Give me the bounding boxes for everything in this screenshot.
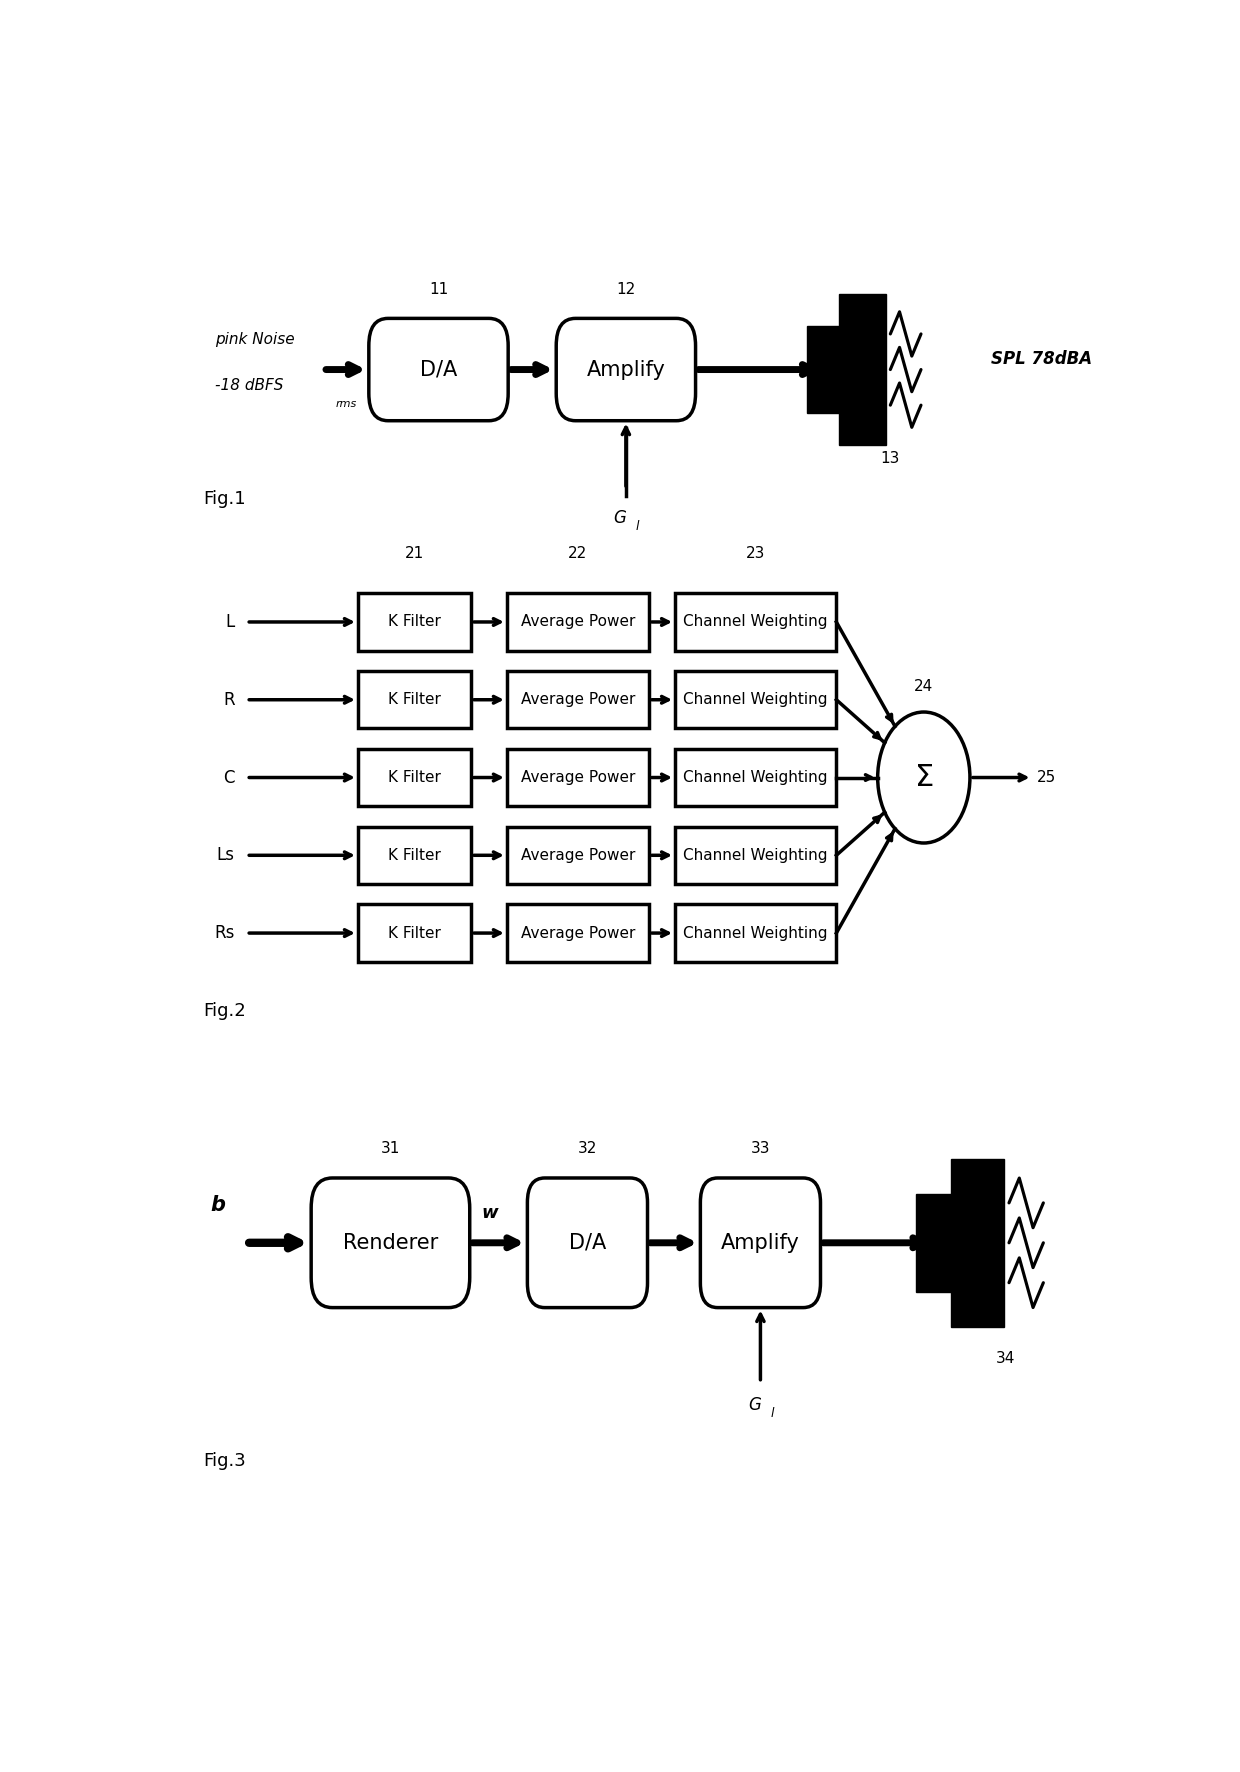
- Text: $\Sigma$: $\Sigma$: [914, 764, 934, 792]
- Bar: [507, 904, 649, 962]
- Bar: [675, 750, 836, 806]
- Bar: [358, 828, 471, 884]
- Text: l: l: [770, 1407, 774, 1419]
- Text: Average Power: Average Power: [521, 615, 635, 629]
- Text: K Filter: K Filter: [388, 615, 441, 629]
- Polygon shape: [807, 294, 885, 445]
- Bar: [507, 828, 649, 884]
- Text: Channel Weighting: Channel Weighting: [683, 693, 828, 707]
- Text: Channel Weighting: Channel Weighting: [683, 771, 828, 785]
- Text: Channel Weighting: Channel Weighting: [683, 925, 828, 941]
- Text: pink Noise: pink Noise: [215, 331, 294, 347]
- Text: w: w: [481, 1203, 498, 1221]
- Text: Average Power: Average Power: [521, 693, 635, 707]
- FancyBboxPatch shape: [701, 1178, 821, 1308]
- Bar: [358, 672, 471, 728]
- Bar: [675, 828, 836, 884]
- Text: D/A: D/A: [420, 360, 458, 379]
- Text: b: b: [210, 1194, 224, 1214]
- Bar: [358, 594, 471, 650]
- Text: Average Power: Average Power: [521, 771, 635, 785]
- Text: 11: 11: [429, 282, 448, 296]
- Text: 25: 25: [1037, 771, 1056, 785]
- Text: l: l: [636, 521, 639, 533]
- Text: rms: rms: [336, 399, 357, 409]
- Text: 34: 34: [996, 1352, 1016, 1366]
- Text: SPL 78dBA: SPL 78dBA: [991, 349, 1092, 367]
- Text: K Filter: K Filter: [388, 693, 441, 707]
- Bar: [507, 594, 649, 650]
- FancyBboxPatch shape: [557, 319, 696, 420]
- Text: Fig.2: Fig.2: [203, 1001, 246, 1021]
- Text: -18 dBFS: -18 dBFS: [215, 379, 283, 393]
- Text: 23: 23: [746, 546, 765, 562]
- Text: 33: 33: [750, 1141, 770, 1155]
- Text: Channel Weighting: Channel Weighting: [683, 847, 828, 863]
- Text: Renderer: Renderer: [342, 1233, 438, 1253]
- Text: Average Power: Average Power: [521, 847, 635, 863]
- Text: 12: 12: [616, 282, 636, 296]
- Text: Fig.3: Fig.3: [203, 1451, 246, 1471]
- Bar: [358, 904, 471, 962]
- Text: Average Power: Average Power: [521, 925, 635, 941]
- FancyBboxPatch shape: [311, 1178, 470, 1308]
- FancyBboxPatch shape: [368, 319, 508, 420]
- FancyBboxPatch shape: [527, 1178, 647, 1308]
- Text: 13: 13: [880, 450, 900, 466]
- Text: 31: 31: [381, 1141, 401, 1155]
- Text: Fig.1: Fig.1: [203, 491, 246, 509]
- Bar: [675, 594, 836, 650]
- Text: Rs: Rs: [215, 923, 234, 943]
- Bar: [358, 750, 471, 806]
- Text: 22: 22: [568, 546, 588, 562]
- Text: Amplify: Amplify: [720, 1233, 800, 1253]
- Bar: [507, 750, 649, 806]
- Text: K Filter: K Filter: [388, 771, 441, 785]
- Text: C: C: [223, 769, 234, 787]
- Text: Channel Weighting: Channel Weighting: [683, 615, 828, 629]
- Text: K Filter: K Filter: [388, 847, 441, 863]
- Bar: [675, 904, 836, 962]
- Polygon shape: [916, 1159, 1004, 1327]
- Text: G: G: [614, 509, 626, 528]
- Text: R: R: [223, 691, 234, 709]
- Text: Amplify: Amplify: [587, 360, 666, 379]
- Text: Ls: Ls: [217, 847, 234, 865]
- Text: D/A: D/A: [569, 1233, 606, 1253]
- Bar: [675, 672, 836, 728]
- Text: L: L: [226, 613, 234, 631]
- Text: K Filter: K Filter: [388, 925, 441, 941]
- Bar: [507, 672, 649, 728]
- Text: G: G: [748, 1396, 761, 1414]
- Text: 24: 24: [914, 679, 934, 695]
- Text: 32: 32: [578, 1141, 598, 1155]
- Text: 21: 21: [404, 546, 424, 562]
